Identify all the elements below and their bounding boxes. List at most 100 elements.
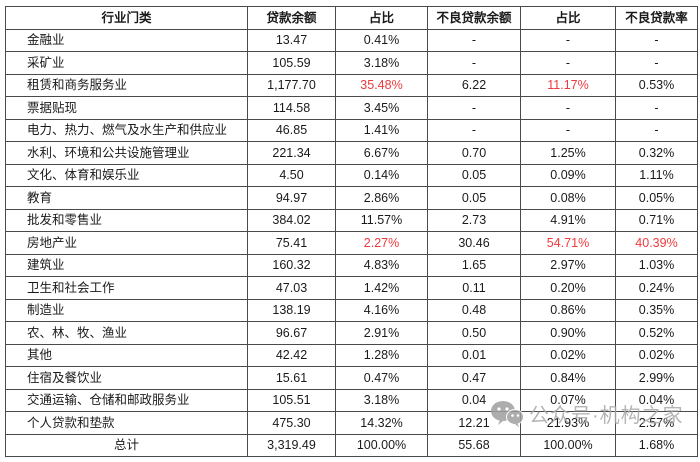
value-cell: 6.22 [427,73,521,97]
value-cell: 138.19 [247,298,336,322]
industry-name-cell: 金融业 [5,28,248,52]
value-cell: 1.68% [615,433,698,457]
value-cell: 0.01 [427,343,521,367]
value-cell: 384.02 [247,208,336,232]
value-cell: 6.67% [335,141,428,165]
value-cell: 1,177.70 [247,73,336,97]
value-cell: 1.25% [520,141,616,165]
table-row: 水利、环境和公共设施管理业 221.34 6.67% 0.70 1.25% 0.32% [5,141,698,165]
value-cell: 94.97 [247,186,336,210]
value-cell: 105.59 [247,51,336,75]
value-cell: 1.28% [335,343,428,367]
industry-name-cell: 卫生和社会工作 [5,276,248,300]
industry-name-cell: 租赁和商务服务业 [5,73,248,97]
table-row: 批发和零售业 384.02 11.57% 2.73 4.91% 0.71% [5,208,698,232]
value-cell: - [427,51,521,75]
industry-name-cell: 建筑业 [5,253,248,277]
value-cell: 75.41 [247,231,336,255]
value-cell: 2.73 [427,208,521,232]
value-cell: 11.17% [520,73,616,97]
industry-name-cell: 水利、环境和公共设施管理业 [5,141,248,165]
value-cell: - [427,118,521,142]
value-cell: 4.83% [335,253,428,277]
table-row: 文化、体育和娱乐业 4.50 0.14% 0.05 0.09% 1.11% [5,163,698,187]
value-cell: 1.41% [335,118,428,142]
value-cell: 105.51 [247,388,336,412]
table-row: 住宿及餐饮业 15.61 0.47% 0.47 0.84% 2.99% [5,366,698,390]
value-cell: - [427,96,521,120]
value-cell: 0.11 [427,276,521,300]
industry-name-cell: 制造业 [5,298,248,322]
column-header-1: 贷款余额 [247,6,336,30]
value-cell: 3,319.49 [247,433,336,457]
industry-name-cell: 交通运输、仓储和邮政服务业 [5,388,248,412]
value-cell: 13.47 [247,28,336,52]
column-header-4: 占比 [520,6,616,30]
value-cell: 160.32 [247,253,336,277]
industry-name-cell: 电力、热力、燃气及水生产和供应业 [5,118,248,142]
column-header-5: 不良贷款率 [615,6,698,30]
industry-loan-table: 行业门类 贷款余额 占比 不良贷款余额 占比 不良贷款率 金融业 13.47 0.41% - - -… [5,6,698,457]
table-row: 教育 94.97 2.86% 0.05 0.08% 0.05% [5,186,698,210]
value-cell: 1.65 [427,253,521,277]
table-row: 电力、热力、燃气及水生产和供应业 46.85 1.41% - - - [5,118,698,142]
value-cell: - [615,28,698,52]
value-cell: 14.32% [335,411,428,435]
value-cell: 0.90% [520,321,616,345]
value-cell: 1.11% [615,163,698,187]
value-cell: - [427,28,521,52]
value-cell: 0.47 [427,366,521,390]
value-cell: 0.32% [615,141,698,165]
value-cell: 0.05% [615,186,698,210]
value-cell: 0.07% [520,388,616,412]
industry-name-cell: 住宿及餐饮业 [5,366,248,390]
value-cell: 4.91% [520,208,616,232]
value-cell: - [615,118,698,142]
header-row: 行业门类 贷款余额 占比 不良贷款余额 占比 不良贷款率 [5,6,698,30]
table-row: 采矿业 105.59 3.18% - - - [5,51,698,75]
table-row: 交通运输、仓储和邮政服务业 105.51 3.18% 0.04 0.07% 0.04% [5,388,698,412]
value-cell: 0.02% [520,343,616,367]
value-cell: 0.20% [520,276,616,300]
value-cell: 114.58 [247,96,336,120]
table-row: 建筑业 160.32 4.83% 1.65 2.97% 1.03% [5,253,698,277]
value-cell: 0.70 [427,141,521,165]
value-cell: 0.86% [520,298,616,322]
value-cell: 12.21 [427,411,521,435]
industry-name-cell: 批发和零售业 [5,208,248,232]
industry-name-cell: 采矿业 [5,51,248,75]
value-cell: 0.53% [615,73,698,97]
industry-name-cell: 教育 [5,186,248,210]
industry-name-cell: 其他 [5,343,248,367]
industry-name-cell: 个人贷款和垫款 [5,411,248,435]
table-row: 个人贷款和垫款 475.30 14.32% 12.21 21.93% 2.57% [5,411,698,435]
value-cell: 0.47% [335,366,428,390]
value-cell: 47.03 [247,276,336,300]
table-row: 制造业 138.19 4.16% 0.48 0.86% 0.35% [5,298,698,322]
value-cell: 35.48% [335,73,428,97]
column-header-3: 不良贷款余额 [427,6,521,30]
value-cell: 11.57% [335,208,428,232]
total-row: 总计 3,319.49 100.00% 55.68 100.00% 1.68% [5,433,698,457]
value-cell: 3.18% [335,51,428,75]
value-cell: - [615,96,698,120]
value-cell: - [520,51,616,75]
value-cell: 46.85 [247,118,336,142]
value-cell: 15.61 [247,366,336,390]
table-row: 房地产业 75.41 2.27% 30.46 54.71% 40.39% [5,231,698,255]
value-cell: 0.04 [427,388,521,412]
table-row: 其他 42.42 1.28% 0.01 0.02% 0.02% [5,343,698,367]
industry-name-cell: 文化、体育和娱乐业 [5,163,248,187]
value-cell: - [520,96,616,120]
value-cell: 0.52% [615,321,698,345]
value-cell: 2.27% [335,231,428,255]
value-cell: 2.97% [520,253,616,277]
value-cell: 0.48 [427,298,521,322]
value-cell: 100.00% [520,433,616,457]
value-cell: 3.18% [335,388,428,412]
value-cell: 1.03% [615,253,698,277]
industry-name-cell: 农、林、牧、渔业 [5,321,248,345]
value-cell: 3.45% [335,96,428,120]
value-cell: 1.42% [335,276,428,300]
value-cell: 0.05 [427,186,521,210]
